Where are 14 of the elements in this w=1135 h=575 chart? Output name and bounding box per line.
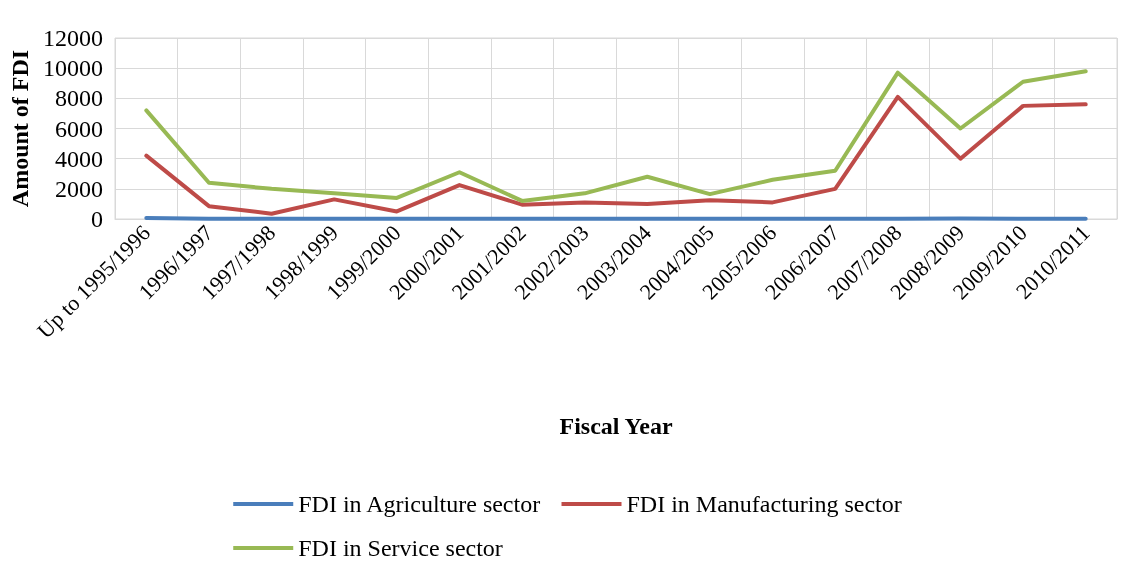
y-axis-title: Amount of FDI — [7, 49, 34, 208]
x-axis-title: Fiscal Year — [559, 413, 673, 439]
y-tick-label: 12000 — [43, 25, 103, 51]
y-tick-label: 8000 — [55, 85, 103, 112]
y-tick-label: 0 — [91, 206, 103, 232]
legend-label: FDI in Manufacturing sector — [626, 491, 902, 517]
legend-label: FDI in Agriculture sector — [298, 491, 541, 517]
y-tick-label: 6000 — [55, 115, 103, 142]
y-tick-label: 2000 — [55, 175, 103, 202]
legend-label: FDI in Service sector — [298, 535, 503, 561]
y-tick-label: 10000 — [43, 55, 103, 82]
line-series — [144, 69, 1088, 203]
line-series — [144, 94, 1088, 216]
y-tick-label: 4000 — [55, 145, 103, 172]
